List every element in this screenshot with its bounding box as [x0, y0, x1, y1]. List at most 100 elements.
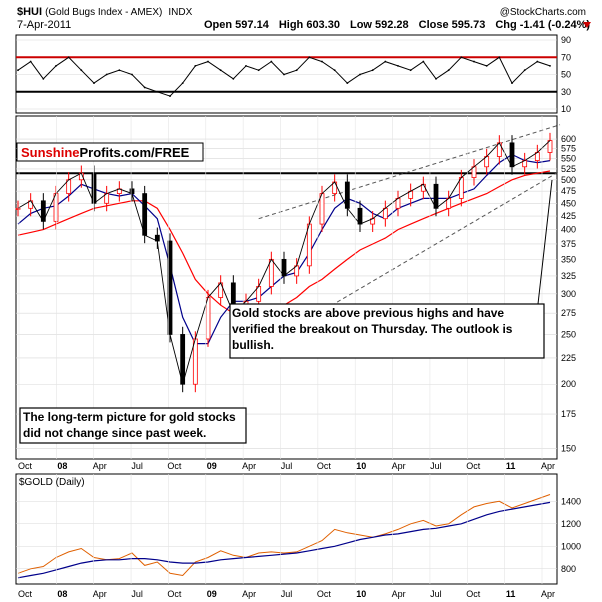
gold-x-tick: Apr [93, 589, 107, 599]
chart-source[interactable]: @StockCharts.com [500, 7, 586, 18]
rsi-point [371, 69, 374, 72]
price-x-tick: Oct [167, 461, 182, 471]
rsi-point [29, 60, 32, 63]
price-x-tick: Oct [466, 461, 481, 471]
gold-y-tick: 800 [561, 564, 576, 574]
price-line [17, 140, 551, 386]
rsi-point [435, 77, 437, 80]
gold-x-tick: 09 [207, 589, 217, 599]
rsi-point [131, 73, 133, 76]
rsi-point [67, 56, 70, 59]
annotation-breakout: Gold stocks are above previous highs and… [232, 306, 513, 352]
rsi-point [80, 69, 83, 72]
price-y-tick: 175 [561, 409, 576, 419]
price-x-tick: Jul [430, 461, 442, 471]
gold-x-tick: Oct [18, 589, 33, 599]
rsi-point [447, 69, 450, 72]
gold-x-tick: Jul [281, 589, 293, 599]
rsi-point [359, 73, 361, 76]
price-y-tick: 325 [561, 271, 576, 281]
gold-panel [15, 473, 558, 585]
rsi-point [511, 82, 513, 85]
price-x-tick: Apr [392, 461, 406, 471]
price-y-tick: 600 [561, 134, 576, 144]
rsi-point [422, 60, 425, 63]
price-y-tick: 375 [561, 239, 576, 249]
price-y-tick: 525 [561, 164, 576, 174]
gold-x-tick: Oct [317, 589, 332, 599]
gold-x-tick: Apr [242, 589, 256, 599]
annotation-longterm: The long-term picture for gold stocks di… [23, 410, 236, 440]
gold-x-tick: Jul [131, 589, 143, 599]
price-candle [15, 207, 21, 210]
price-candle [205, 297, 211, 340]
price-x-tick: 10 [356, 461, 366, 471]
price-candle [509, 142, 515, 168]
rsi-point [536, 60, 539, 63]
price-y-tick: 450 [561, 198, 576, 208]
rsi-point [93, 82, 95, 85]
rsi-point [460, 56, 463, 59]
price-y-tick: 400 [561, 225, 576, 235]
chg-down-icon [583, 22, 591, 28]
rsi-point [397, 64, 399, 67]
rsi-point [270, 60, 273, 63]
rsi-point [549, 64, 551, 67]
gold-title: $GOLD (Daily) [19, 477, 85, 488]
price-y-tick: 550 [561, 154, 576, 164]
gold-x-tick: Oct [167, 589, 182, 599]
price-candle [319, 193, 325, 225]
rsi-point [219, 69, 222, 72]
rsi-point [181, 82, 184, 85]
annotation-arrow [537, 179, 553, 305]
price-y-tick: 350 [561, 254, 576, 264]
price-y-tick: 150 [561, 443, 576, 453]
price-y-tick: 225 [561, 353, 576, 363]
rsi-point [409, 69, 412, 72]
gold-y-tick: 1000 [561, 541, 581, 551]
price-y-tick: 300 [561, 289, 576, 299]
chart-title: $HUI (Gold Bugs Index - AMEX) INDX [17, 6, 193, 18]
price-candle [306, 223, 312, 267]
annotation-box-longterm [19, 407, 247, 444]
rsi-point [245, 64, 247, 67]
price-x-tick: Oct [18, 461, 33, 471]
price-y-tick: 200 [561, 379, 576, 389]
rsi-point [346, 82, 349, 85]
rsi-point [55, 64, 57, 67]
gold-y-tick: 1200 [561, 519, 581, 529]
gold-x-tick: 10 [356, 589, 366, 599]
price-x-tick: 09 [207, 461, 217, 471]
rsi-point [498, 56, 501, 59]
price-candle [53, 193, 59, 222]
rsi-y-tick: 90 [561, 35, 571, 45]
rsi-point [384, 60, 387, 63]
price-y-tick: 575 [561, 144, 576, 154]
gold-x-tick: 11 [506, 589, 516, 599]
price-candle [344, 181, 350, 209]
price-x-tick: Apr [93, 461, 107, 471]
rsi-y-tick: 30 [561, 87, 571, 97]
rsi-point [283, 73, 285, 76]
watermark-text[interactable]: SunshineProfits.com/FREE [21, 145, 190, 160]
annotation-box-breakout [229, 303, 545, 359]
rsi-point [156, 90, 159, 93]
price-y-tick: 250 [561, 329, 576, 339]
gold-x-tick: Apr [541, 589, 555, 599]
rsi-point [42, 77, 45, 80]
rsi-point [321, 60, 323, 63]
rsi-point [17, 69, 19, 72]
rsi-point [194, 64, 197, 67]
gold-x-tick: Jul [430, 589, 442, 599]
rsi-point [308, 56, 311, 59]
rsi-point [295, 69, 298, 72]
rsi-point [169, 95, 171, 97]
rsi-y-tick: 10 [561, 104, 571, 114]
rsi-y-tick: 50 [561, 70, 571, 80]
trend-channel-upper [258, 124, 561, 220]
gold-ma-line [17, 501, 551, 579]
watermark-box [16, 142, 204, 162]
price-x-tick: 08 [57, 461, 67, 471]
price-y-tick: 475 [561, 186, 576, 196]
